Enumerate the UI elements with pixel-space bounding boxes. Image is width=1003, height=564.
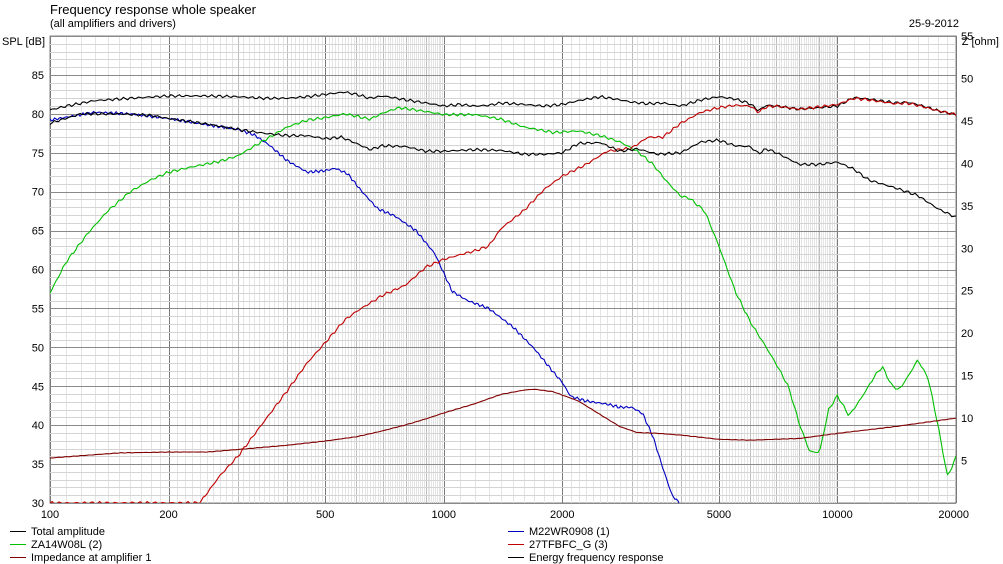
y2-tick-label: 40	[961, 158, 973, 170]
y-tick-label: 65	[32, 226, 44, 238]
legend-swatch	[508, 557, 524, 558]
legend-item-m22wr0908: M22WR0908 (1)	[508, 525, 610, 538]
legend-label: ZA14W08L (2)	[31, 538, 103, 551]
x-tick-label: 500	[316, 509, 334, 521]
legend-item-impedance: Impedance at amplifier 1	[10, 551, 151, 564]
y2-tick-label: 20	[961, 328, 973, 340]
y-tick-label: 55	[32, 303, 44, 315]
series-line-energy-frequency-response	[50, 111, 956, 218]
y2-tick-label: 30	[961, 243, 973, 255]
y-tick-label: 50	[32, 342, 44, 354]
series-line-impedance-at-amplifier-1	[50, 388, 956, 459]
legend-swatch	[10, 544, 26, 545]
chart-date: 25-9-2012	[908, 18, 959, 30]
legend-swatch	[508, 531, 524, 532]
y2-tick-label: 50	[961, 73, 973, 85]
legend-item-total-amplitude: Total amplitude	[10, 525, 105, 538]
legend-label: M22WR0908 (1)	[529, 525, 610, 538]
y-tick-label: 45	[32, 381, 44, 393]
y-tick-label: 80	[32, 109, 44, 121]
legend-swatch	[508, 544, 524, 545]
x-tick-label: 100	[41, 509, 59, 521]
y2-tick-label: 35	[961, 201, 973, 213]
y2-tick-label: 15	[961, 371, 973, 383]
series-line-27tfbfc-g-3	[50, 96, 956, 503]
series-layer	[50, 91, 956, 503]
grid	[49, 35, 957, 504]
y-axis-label-right: Z [ohm]	[961, 36, 999, 48]
y-tick-label: 75	[32, 148, 44, 160]
x-tick-label: 1000	[431, 509, 455, 521]
legend-label: Energy frequency response	[529, 551, 664, 564]
x-tick-label: 5000	[707, 509, 731, 521]
y2-tick-label: 45	[961, 116, 973, 128]
legend-swatch	[10, 557, 26, 558]
tick-labels: 30 35 40 45 50 55 60 65 70 75 80 85 5 10 15 20 25 30 35 40 4…	[32, 31, 974, 521]
legend-swatch	[10, 531, 26, 532]
legend-label: Total amplitude	[31, 525, 105, 538]
y-axis-label-left: SPL [dB]	[2, 36, 46, 48]
y2-tick-label: 5	[961, 456, 967, 468]
y2-tick-label: 25	[961, 286, 973, 298]
y-tick-label: 60	[32, 265, 44, 277]
y-tick-label: 40	[32, 420, 44, 432]
y-tick-label: 70	[32, 187, 44, 199]
y2-tick-label: 10	[961, 413, 973, 425]
chart-subtitle: (all amplifiers and drivers)	[50, 18, 176, 30]
series-line-m22wr0908-1	[50, 110, 680, 503]
legend-item-za14w08l: ZA14W08L (2)	[10, 538, 102, 551]
series-line-za14w08l-2	[50, 106, 956, 476]
y2-tick-label: 55	[961, 31, 973, 43]
y-tick-label: 85	[32, 70, 44, 82]
x-tick-label: 10000	[822, 509, 853, 521]
legend-label: 27TFBFC_G (3)	[529, 538, 608, 551]
chart-title: Frequency response whole speaker	[50, 2, 256, 17]
legend-item-energy-frequency-response: Energy frequency response	[508, 551, 664, 564]
legend-item-27tfbfc-g: 27TFBFC_G (3)	[508, 538, 608, 551]
y-tick-label: 30	[32, 498, 44, 510]
x-tick-label: 20000	[938, 509, 969, 521]
x-tick-label: 2000	[550, 509, 574, 521]
x-tick-label: 200	[159, 509, 177, 521]
y-tick-label: 35	[32, 459, 44, 471]
legend-label: Impedance at amplifier 1	[31, 551, 152, 564]
